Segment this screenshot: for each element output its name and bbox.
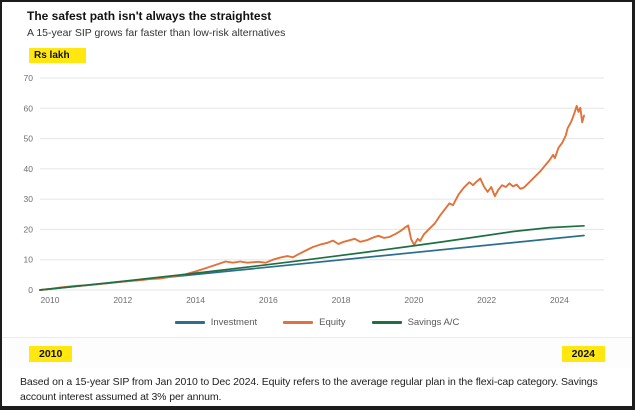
legend-label-equity: Equity — [319, 317, 346, 328]
svg-text:2010: 2010 — [41, 295, 60, 305]
svg-text:2018: 2018 — [332, 295, 351, 305]
legend-label-investment: Investment — [210, 317, 258, 328]
sip-line-chart: 0 10 20 30 40 50 60 70 2010 2012 2014 2016 2018 2020 2… — [24, 73, 604, 305]
svg-text:2014: 2014 — [186, 295, 205, 305]
legend-label-savings: Savings A/C — [407, 317, 460, 328]
svg-text:10: 10 — [24, 255, 34, 265]
page-title: The safest path isn't always the straigh… — [27, 9, 272, 23]
chart-legend: Investment Equity Savings A/C — [2, 317, 632, 328]
savings-line-icon — [371, 321, 402, 324]
svg-text:2012: 2012 — [113, 295, 132, 305]
svg-text:30: 30 — [24, 194, 34, 204]
svg-text:60: 60 — [24, 103, 34, 113]
footnote: Based on a 15-year SIP from Jan 2010 to … — [20, 376, 598, 404]
equity-line-icon — [283, 321, 314, 324]
svg-text:2024: 2024 — [550, 295, 569, 305]
range-end-handle[interactable]: 2024 — [561, 346, 605, 363]
svg-text:40: 40 — [24, 164, 34, 174]
investment-line-icon — [174, 321, 205, 324]
svg-text:2020: 2020 — [404, 295, 423, 305]
svg-text:70: 70 — [24, 73, 34, 83]
range-selector-strip: 2010 2024 — [2, 337, 632, 369]
page-subtitle: A 15-year SIP grows far faster than low-… — [27, 27, 286, 39]
svg-text:2016: 2016 — [259, 295, 278, 305]
svg-text:20: 20 — [24, 224, 34, 234]
chart-area: 0 10 20 30 40 50 60 70 2010 2012 2014 2016 2018 2020 2… — [4, 64, 632, 315]
range-start-handle[interactable]: 2010 — [29, 346, 73, 363]
svg-text:50: 50 — [24, 134, 34, 144]
unit-label-badge: Rs lakh — [29, 48, 86, 63]
legend-item-savings: Savings A/C — [371, 317, 460, 328]
legend-item-investment: Investment — [174, 317, 258, 328]
legend-item-equity: Equity — [283, 317, 346, 328]
svg-text:2022: 2022 — [477, 295, 496, 305]
svg-text:0: 0 — [28, 285, 33, 295]
chart-header: The safest path isn't always the straigh… — [2, 2, 632, 39]
